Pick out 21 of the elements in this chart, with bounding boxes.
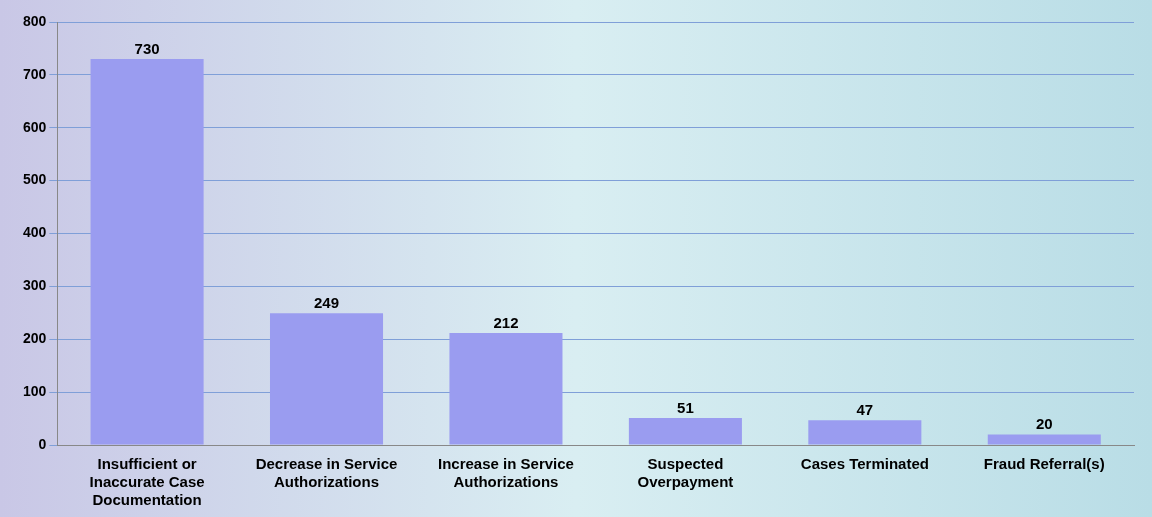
data-label: 249	[314, 293, 340, 311]
x-tick-label: Suspected Overpayment	[637, 455, 734, 491]
data-label: 47	[856, 400, 874, 418]
y-tick-label: 500	[23, 171, 47, 188]
data-label: 20	[1035, 415, 1053, 433]
y-tick-label: 200	[23, 330, 47, 347]
y-tick-label: 100	[23, 382, 47, 399]
data-label: 212	[493, 313, 519, 331]
y-tick-label: 700	[23, 65, 47, 82]
y-tick-label: 0	[38, 435, 47, 452]
y-tick-label: 600	[23, 118, 47, 135]
data-label: 51	[677, 398, 694, 416]
data-label: 730	[134, 39, 160, 57]
x-tick-label: Increase in Service Authorizations	[437, 455, 574, 491]
y-tick-label: 300	[23, 277, 47, 294]
x-tick-label: Cases Terminated	[800, 455, 929, 473]
x-tick-label: Fraud Referral(s)	[983, 455, 1105, 473]
x-tick-label: Insufficient or Inaccurate Case Documentation	[89, 455, 205, 509]
x-tick-label: Decrease in Service Authorizations	[255, 455, 398, 491]
y-tick-label: 400	[23, 224, 47, 241]
y-tick-label: 800	[23, 12, 47, 29]
